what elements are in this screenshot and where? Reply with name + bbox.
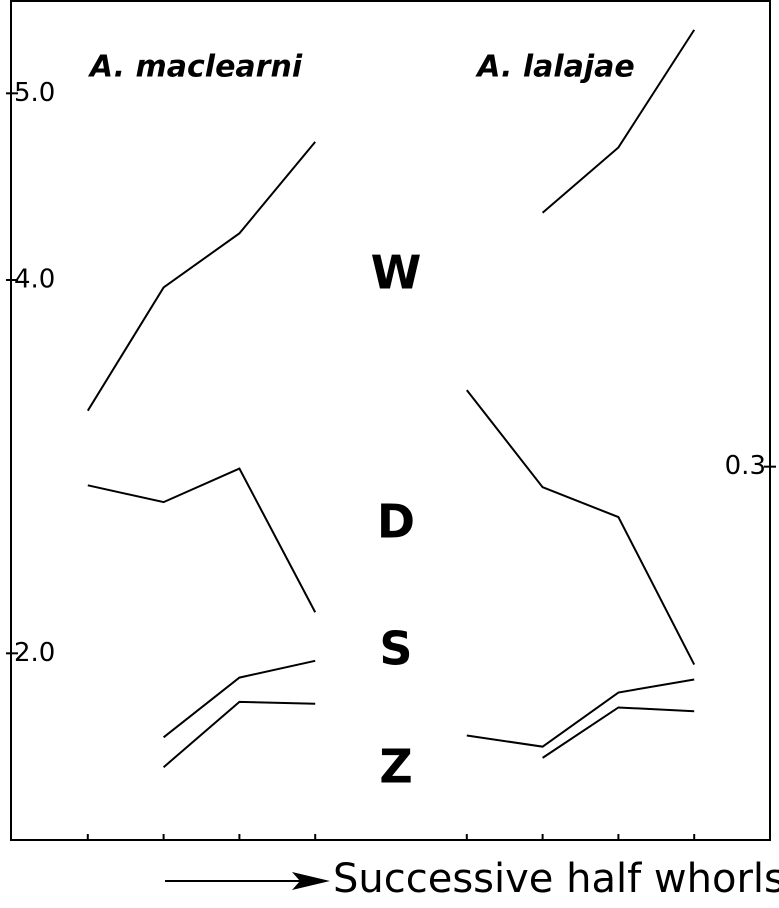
- x-axis-label: Successive half whorls: [333, 856, 779, 902]
- data-line: [162, 659, 316, 739]
- annotation: S: [379, 622, 412, 676]
- y-tick-label: 4.0: [14, 265, 55, 295]
- annotation: A. lalajae: [475, 50, 635, 85]
- y2-tick-label: 0.3: [725, 451, 766, 481]
- data-line: [86, 141, 316, 412]
- y-tick-label: 5.0: [14, 78, 55, 108]
- annotation: A. maclearni: [88, 50, 303, 85]
- y-tick-label: 2.0: [14, 638, 55, 668]
- data-line: [466, 678, 695, 748]
- data-line: [542, 706, 695, 759]
- data-line: [466, 389, 696, 665]
- annotation: W: [371, 246, 422, 300]
- data-line: [87, 467, 317, 613]
- data-line: [162, 700, 316, 768]
- data-line: [541, 29, 696, 214]
- annotation: Z: [379, 740, 412, 794]
- annotation: D: [377, 495, 415, 549]
- arrow-head: [292, 872, 330, 890]
- plot-frame: [10, 0, 771, 841]
